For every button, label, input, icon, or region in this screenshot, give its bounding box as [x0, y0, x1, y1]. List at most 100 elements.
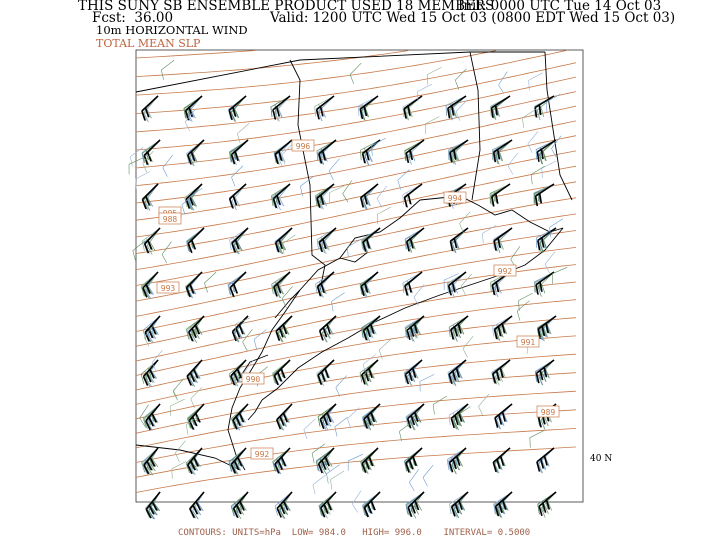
wind-barb [451, 491, 469, 517]
wind-barb [537, 227, 557, 251]
slp-contour-line [135, 91, 577, 169]
wind-barb [362, 491, 381, 516]
wind-barb [492, 359, 511, 384]
wind-barb [422, 464, 434, 487]
wind-barb [360, 183, 379, 208]
wind-barb [538, 447, 555, 474]
wind-barb [494, 447, 511, 474]
wind-barb [231, 491, 249, 517]
wind-barb [189, 491, 205, 519]
wind-barb [365, 315, 381, 342]
svg-text:992: 992 [498, 267, 513, 276]
contour-label: 994 [443, 191, 467, 204]
wind-barb [342, 180, 353, 203]
wind-barb [493, 491, 513, 514]
wind-barb [537, 491, 557, 515]
wind-barb [281, 234, 296, 254]
wind-barb [538, 491, 557, 517]
wind-barb [362, 491, 381, 517]
wind-barb [274, 227, 293, 253]
wind-barb [482, 225, 497, 244]
wind-barb [478, 394, 490, 416]
wind-barb [462, 336, 474, 358]
wind-barb [545, 94, 561, 113]
wind-barb [188, 359, 203, 387]
wind-barb [192, 491, 205, 520]
wind-barb [316, 271, 335, 297]
wind-barb [493, 491, 513, 515]
wind-barb [321, 447, 335, 475]
wind-barb [347, 454, 363, 471]
wind-barb [187, 139, 205, 165]
slp-contour-line [135, 50, 257, 59]
wind-barb [360, 447, 379, 472]
wind-barb [534, 183, 555, 207]
wind-barb [328, 158, 340, 181]
contour-label: 993 [156, 281, 180, 294]
wind-barb [397, 169, 410, 190]
wind-barb [228, 447, 247, 472]
wind-barb [330, 470, 345, 490]
slp-contour-line [135, 390, 577, 449]
wind-barb [417, 83, 432, 102]
wind-barb [141, 95, 159, 121]
wind-barb [278, 491, 293, 519]
wind-barb [319, 315, 337, 341]
wind-barb [347, 238, 362, 258]
wind-barb [362, 359, 379, 386]
slp-contour-line [135, 281, 577, 362]
wind-barb [142, 150, 154, 173]
wind-barb [406, 403, 425, 428]
wind-barb [405, 447, 423, 473]
slp-contour-line [135, 105, 577, 186]
wind-barb [143, 403, 161, 429]
wind-barb [497, 491, 513, 518]
wind-barb [493, 315, 513, 340]
wind-barb [303, 418, 316, 440]
wind-barb [493, 227, 513, 251]
wind-barb [432, 395, 447, 415]
wind-barb [527, 131, 539, 153]
wind-barb [312, 474, 326, 495]
svg-text:991: 991 [521, 338, 536, 347]
wind-barb [406, 315, 425, 341]
wind-barb [315, 447, 335, 471]
wind-barb [452, 315, 469, 342]
wind-barb [404, 359, 423, 385]
wind-barb [549, 218, 564, 238]
wind-barb [189, 447, 203, 475]
wind-barb [142, 359, 159, 386]
wind-barb [406, 359, 423, 386]
wind-barb [459, 211, 471, 233]
slp-contour-line [135, 197, 577, 286]
wind-barb [453, 491, 469, 519]
wind-barb [522, 109, 536, 128]
wind-barb [279, 491, 293, 519]
wind-barb [378, 338, 392, 360]
wind-barb [449, 491, 469, 514]
wind-barb [145, 403, 161, 431]
wind-barb [494, 491, 513, 517]
wind-barb [334, 416, 348, 437]
wind-barb [452, 491, 469, 518]
wind-barb [188, 403, 205, 430]
wind-barb [363, 403, 381, 429]
wind-barb [448, 359, 467, 384]
slp-contour-line [135, 353, 577, 420]
slp-contour-line [135, 135, 577, 221]
wind-barb [300, 176, 314, 197]
svg-text:988: 988 [163, 215, 178, 224]
wind-barb [188, 315, 205, 342]
contour-label: 996 [291, 139, 315, 152]
slp-contour-line [135, 120, 577, 204]
wind-barb [413, 284, 425, 307]
wind-barb [363, 359, 379, 387]
slp-contour-line [135, 213, 577, 302]
wind-barb [409, 403, 425, 430]
wind-barb [322, 403, 337, 431]
wind-barb [146, 447, 159, 476]
wind-barb [230, 447, 247, 474]
wind-barb [450, 403, 469, 429]
wind-barb [347, 407, 360, 429]
